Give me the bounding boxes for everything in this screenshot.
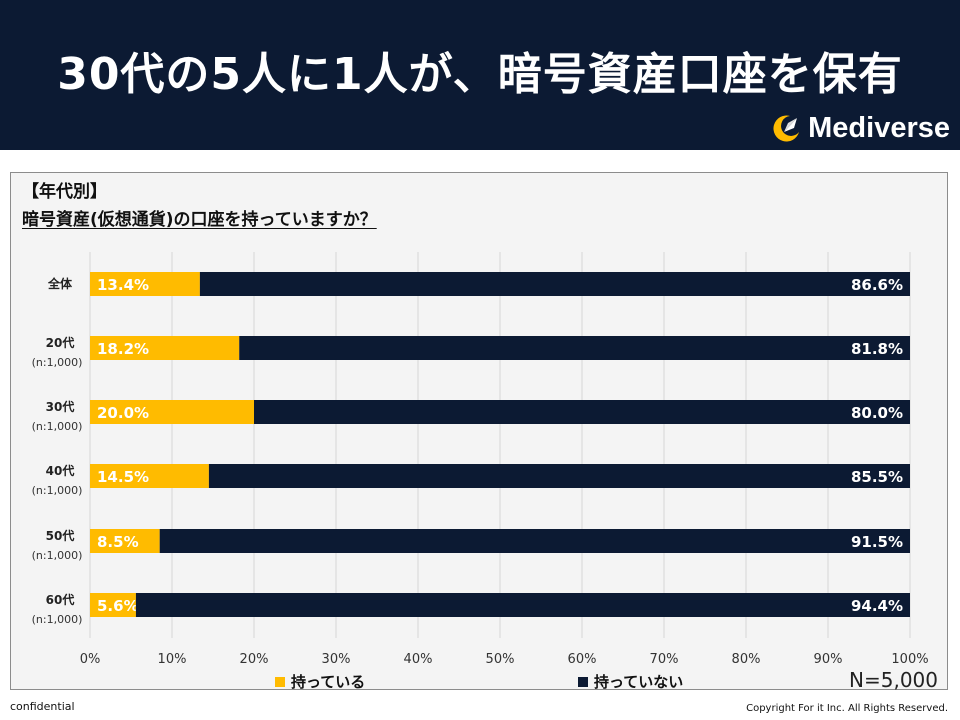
chart-panel [10, 172, 948, 690]
footer-copyright: Copyright For it Inc. All Rights Reserve… [746, 703, 948, 714]
legend-label-no: 持っていない [594, 673, 684, 691]
legend-label-yes: 持っている [291, 673, 366, 691]
brand-logo: Mediverse [770, 110, 950, 146]
legend-item-no: 持っていない [578, 671, 683, 692]
page-title: 30代の5人に1人が、暗号資産口座を保有 [57, 49, 903, 100]
legend-item-yes: 持っている [275, 671, 365, 692]
header-banner: 30代の5人に1人が、暗号資産口座を保有 Mediverse [0, 0, 960, 150]
legend-swatch-yes [275, 676, 285, 687]
footer-confidential: confidential [10, 700, 75, 713]
brand-name: Mediverse [808, 111, 950, 144]
sample-size: N=5,000 [849, 668, 938, 692]
crescent-rocket-icon [773, 115, 800, 142]
question-text: 暗号資産(仮想通貨)の口座を持っていますか？ [22, 210, 377, 230]
legend-swatch-no [578, 676, 588, 687]
question-category: 【年代別】 [22, 182, 107, 202]
